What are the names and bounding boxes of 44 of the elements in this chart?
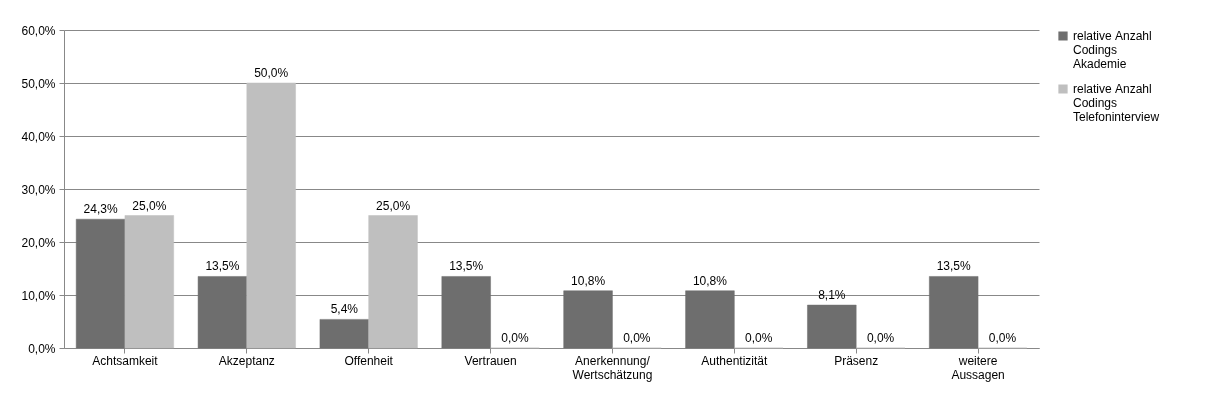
data-label: 50,0% <box>254 66 289 80</box>
data-label: 13,5% <box>205 259 240 274</box>
y-tick-label: 60,0% <box>21 23 56 38</box>
x-tick-label: Offenheit <box>344 353 394 368</box>
data-label: 0,0% <box>745 331 773 345</box>
bar <box>685 290 735 349</box>
legend-label: relative Anzahl Codings Telefoninterview <box>1073 82 1160 124</box>
legend-label: relative Anzahl Codings Akademie <box>1073 29 1152 71</box>
bar <box>441 276 491 349</box>
y-tick-label: 50,0% <box>21 76 56 91</box>
bar <box>75 218 126 349</box>
data-label: 0,0% <box>866 331 895 345</box>
x-tick-label: weitere Aussagen <box>951 353 1005 382</box>
data-label: 25,0% <box>376 198 411 213</box>
data-label: 13,5% <box>449 259 484 274</box>
x-tick-label: Authentizität <box>701 353 768 368</box>
y-tick-label: 40,0% <box>21 129 56 144</box>
x-tick-label: Vertrauen <box>464 353 517 368</box>
data-label: 8,1% <box>818 288 846 303</box>
bar <box>563 290 613 349</box>
x-tick-label: Anerkennung/ Wertschätzung <box>572 353 653 382</box>
bar <box>319 319 369 349</box>
data-label: 0,0% <box>988 331 1017 345</box>
y-tick-label: 30,0% <box>21 182 56 197</box>
y-tick-label: 20,0% <box>21 235 56 250</box>
y-tick-label: 10,0% <box>21 288 56 303</box>
data-label: 0,0% <box>623 331 651 345</box>
bar <box>929 276 979 349</box>
bar <box>246 82 296 349</box>
data-label: 10,8% <box>692 273 728 288</box>
data-label: 13,5% <box>936 259 972 274</box>
x-tick-label: Akzeptanz <box>218 353 275 368</box>
data-label: 25,0% <box>132 198 167 213</box>
data-label: 24,3% <box>83 202 118 217</box>
bar <box>197 276 248 349</box>
data-label: 5,4% <box>330 302 359 317</box>
bar <box>368 215 418 349</box>
bar <box>124 215 174 349</box>
x-tick-label: Präsenz <box>834 353 879 368</box>
x-tick-label: Achtsamkeit <box>92 353 159 368</box>
y-tick-label: 0,0% <box>28 341 56 356</box>
bar <box>807 304 857 349</box>
data-label: 10,8% <box>571 273 606 288</box>
data-label: 0,0% <box>501 331 529 345</box>
